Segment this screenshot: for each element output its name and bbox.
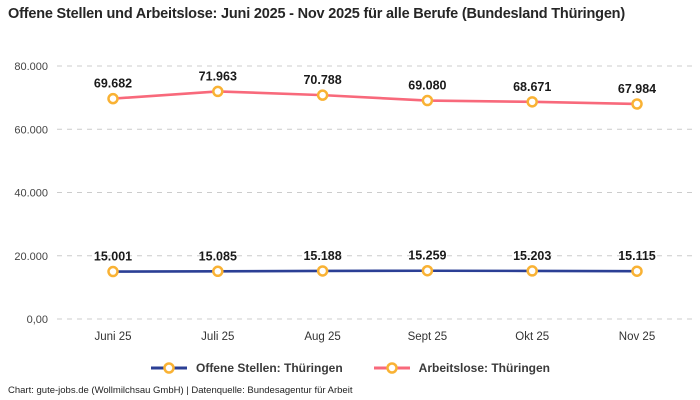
x-axis-tick-label: Sept 25 <box>408 331 448 343</box>
x-axis-tick-label: Aug 25 <box>304 331 340 343</box>
y-axis-tick-label: 0,00 <box>27 314 48 326</box>
data-point-marker <box>526 265 538 277</box>
legend-item-arbeitslose: Arbeitslose: Thüringen <box>373 361 550 375</box>
data-point-value-label: 68.671 <box>513 80 551 94</box>
data-point-value-label: 71.963 <box>199 69 237 83</box>
line-marker-icon <box>150 362 187 374</box>
data-point-value-label: 70.788 <box>303 73 341 87</box>
legend-label-arbeitslose: Arbeitslose: Thüringen <box>418 361 550 375</box>
y-axis-tick-label: 40.000 <box>14 188 48 200</box>
data-point-marker <box>526 96 538 108</box>
data-point-value-label: 15.085 <box>199 249 237 263</box>
data-point-value-label: 15.001 <box>94 250 132 264</box>
data-point-marker <box>107 265 119 278</box>
line-marker-icon <box>373 362 410 374</box>
data-point-marker <box>316 265 329 277</box>
data-point-value-label: 67.984 <box>618 82 656 96</box>
data-point-marker <box>316 89 329 101</box>
legend: Offene Stellen: Thüringen Arbeitslose: T… <box>0 361 700 375</box>
data-point-marker <box>421 94 434 107</box>
data-point-value-label: 15.259 <box>408 249 446 263</box>
x-axis-tick-label: Okt 25 <box>515 331 549 343</box>
data-point-marker <box>631 265 643 277</box>
data-point-value-label: 15.203 <box>513 249 551 263</box>
legend-marker <box>163 362 175 374</box>
legend-marker <box>385 362 398 374</box>
series-line <box>111 269 639 273</box>
data-point-marker <box>212 265 224 278</box>
series-line <box>111 90 639 106</box>
attribution: Chart: gute-jobs.de (Wollmilchsau GmbH) … <box>8 385 353 396</box>
y-axis-tick-label: 20.000 <box>14 251 48 263</box>
x-axis-tick-label: Juni 25 <box>94 331 131 343</box>
data-point-value-label: 69.080 <box>408 79 446 93</box>
data-point-marker <box>631 98 643 110</box>
y-axis-tick-label: 60.000 <box>14 124 48 136</box>
data-point-value-label: 15.115 <box>618 249 656 263</box>
data-point-marker <box>107 92 119 105</box>
data-point-value-label: 69.682 <box>94 77 132 91</box>
y-axis-tick-label: 80.000 <box>14 61 48 73</box>
legend-item-offene-stellen: Offene Stellen: Thüringen <box>150 361 343 375</box>
data-point-marker <box>421 264 434 277</box>
legend-label-offene-stellen: Offene Stellen: Thüringen <box>195 361 343 375</box>
data-point-marker <box>212 85 224 98</box>
x-axis-tick-label: Nov 25 <box>619 331 655 343</box>
chart-title: Offene Stellen und Arbeitslose: Juni 202… <box>8 6 625 22</box>
data-point-value-label: 15.188 <box>303 249 341 263</box>
x-axis-tick-label: Juli 25 <box>201 331 234 343</box>
